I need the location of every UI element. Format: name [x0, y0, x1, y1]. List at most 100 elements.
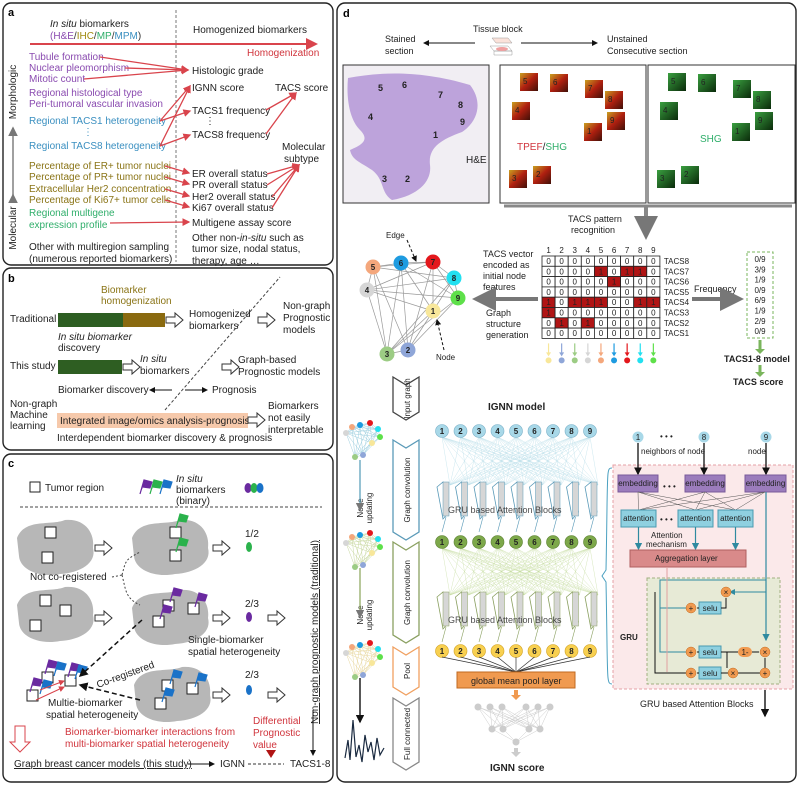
shg-tile: [698, 74, 716, 92]
mini-edge: [354, 442, 373, 458]
mini-node: [375, 426, 381, 432]
ignn-edge: [449, 436, 461, 486]
row-label: TACS4: [664, 298, 690, 307]
fc-edge: [491, 706, 551, 730]
mini-edge: [359, 644, 373, 664]
region-number: 2: [536, 170, 541, 179]
region-number: 4: [515, 106, 520, 115]
matrix-value: 0: [546, 288, 551, 297]
matrix-value: 0: [546, 278, 551, 287]
ignn-node: [527, 424, 542, 438]
mini-edge: [362, 656, 381, 676]
modality-text: /: [74, 31, 77, 42]
gru-op: [685, 667, 697, 679]
graph-edge: [407, 261, 434, 351]
column-header: 6: [612, 246, 617, 255]
flag-icon: [149, 479, 163, 495]
matrix-value: 0: [573, 257, 578, 266]
list-item: Regional TACS1 heterogeneity: [29, 116, 166, 127]
fc-edge: [477, 706, 493, 730]
ignn-edge: [571, 516, 576, 533]
column-header: 2: [559, 246, 564, 255]
modality-text: /: [112, 31, 115, 42]
matrix-cell: [646, 327, 661, 339]
fc-edge: [491, 728, 517, 743]
matrix-value: 0: [546, 319, 551, 328]
legend-label: (binary): [176, 496, 210, 507]
dots: • • •: [663, 482, 676, 491]
flag-icon: [44, 659, 58, 675]
ignn-edge: [460, 516, 465, 533]
gru-card-side: [442, 481, 450, 517]
label: Homogenized: [189, 309, 251, 320]
attention-edge: [637, 491, 736, 511]
graph-edge: [386, 277, 455, 355]
mini-node: [375, 536, 381, 542]
label: features: [483, 282, 516, 292]
flag-icon: [161, 687, 175, 703]
list-item: Percentage of Ki67+ tumor cells: [29, 195, 171, 206]
triangle-icon: [266, 750, 276, 758]
detail-node: [760, 431, 772, 443]
embedding-label: embedding: [618, 479, 658, 488]
ignn-node: [490, 424, 505, 438]
matrix-value: 0: [638, 288, 643, 297]
ignn-node: [435, 644, 449, 658]
ignn-edge: [552, 626, 558, 643]
pool-edge: [441, 656, 517, 673]
shg-tile: [668, 73, 686, 91]
matrix-value: 0: [651, 267, 656, 276]
modality-text: MP: [97, 31, 112, 42]
label: Interdependent biomarker discovery & pro…: [57, 433, 272, 444]
dots: • • •: [660, 432, 673, 441]
mini-edge: [345, 542, 364, 566]
node-number: 2: [406, 346, 411, 355]
hollow-arrow-icon: [212, 539, 231, 557]
panel-a: a In situ biomarkers (H&E/IHC/MP/MPM) Ho…: [2, 2, 334, 267]
tpef-tile: [584, 123, 602, 141]
node-number: 1: [431, 307, 436, 316]
node-label: node: [748, 447, 766, 456]
matrix-value: 0: [559, 329, 564, 338]
ignn-node: [546, 424, 560, 438]
region-number: 6: [701, 78, 706, 87]
matrix-value: 0: [612, 309, 617, 318]
graph-node: [425, 254, 441, 270]
graph-node: [365, 259, 381, 275]
homogenization-bar: [123, 313, 165, 327]
mini-edge: [345, 428, 379, 434]
matrix-value: 0: [651, 309, 656, 318]
matrix-value: 0: [638, 257, 643, 266]
gru-blocks-label: GRU based Attention Blocks: [448, 615, 562, 625]
matrix-value: 1: [559, 319, 564, 328]
tpef-tile: [585, 80, 603, 98]
global-pool-layer: [456, 671, 576, 689]
ignn-edge: [486, 436, 591, 486]
region-number: 4: [663, 106, 668, 115]
tpef-shg-label: TPEF/SHG: [517, 142, 567, 153]
fc-node: [486, 703, 494, 711]
fc-edge: [489, 706, 504, 730]
label: In situ: [140, 354, 167, 365]
list-item: Regional TACS8 heterogeneity: [29, 141, 166, 152]
list-item: Regional multigene: [29, 208, 115, 219]
gru-frame: [646, 577, 781, 685]
ignn-network: 1 2 3 4 5 6 7 8 9 1 2 3 4 5 6 7 8 9 1 2 3 4 5 6 7 8 9: [435, 424, 599, 757]
gru-card-side: [461, 591, 468, 627]
signal-icon: [344, 719, 385, 763]
mini-edge: [354, 642, 371, 678]
mini-node: [375, 646, 381, 652]
label: TACS pattern: [568, 214, 622, 224]
homogenization-label: homogenization: [101, 296, 172, 307]
ignn-edge: [589, 516, 595, 533]
ignn-edge: [449, 436, 517, 486]
row-label: TACS1: [664, 329, 690, 338]
arrowhead: [650, 352, 656, 357]
ignn-edge: [505, 547, 591, 596]
bracket: [111, 551, 141, 606]
differential-label: Differential: [253, 716, 301, 727]
mini-edge: [359, 644, 381, 658]
label: Non-graph: [283, 301, 330, 312]
list-item: Nuclear pleomorphism: [29, 63, 129, 74]
ignn-node-number: 7: [551, 647, 556, 656]
